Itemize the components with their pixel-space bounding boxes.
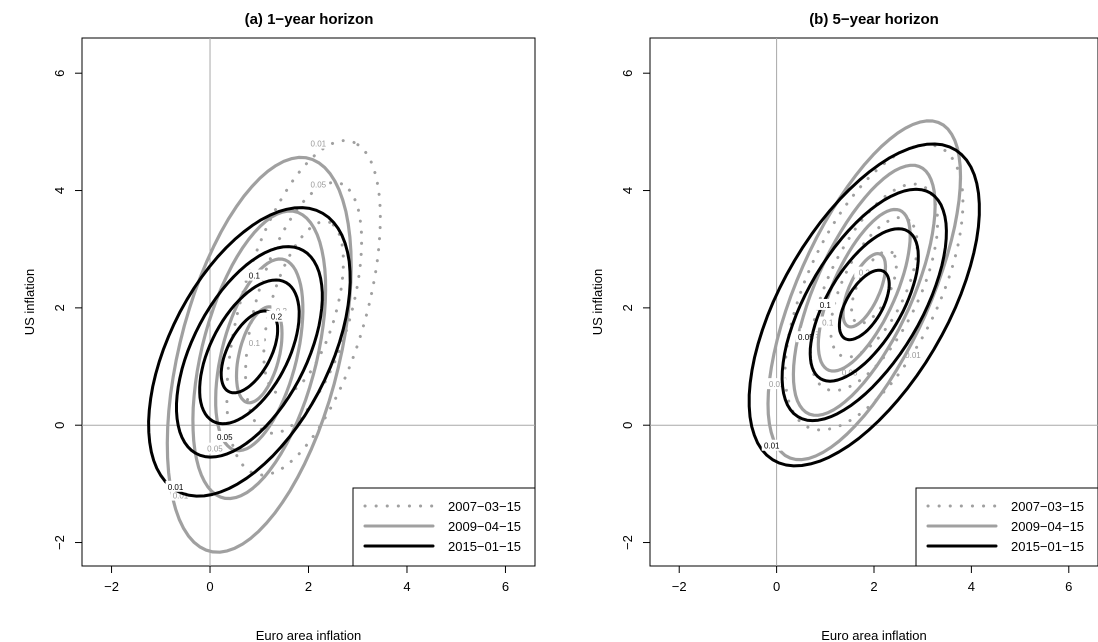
contour-series-2015−01−15: 0.01 0.05 0.1 bbox=[747, 142, 981, 468]
contour-line bbox=[816, 207, 912, 373]
y-tick-label: 0 bbox=[52, 422, 67, 429]
contour-label-bg bbox=[308, 137, 329, 149]
y-tick-label: 0 bbox=[620, 422, 635, 429]
x-tick-label: −2 bbox=[672, 579, 687, 594]
x-tick-label: 4 bbox=[403, 579, 410, 594]
contour-label-bg bbox=[308, 178, 329, 190]
y-tick-label: 6 bbox=[620, 70, 635, 77]
contour-line bbox=[191, 209, 328, 501]
legend-label: 2007−03−15 bbox=[448, 499, 521, 514]
contour-line bbox=[841, 252, 888, 329]
contour-label-bg bbox=[839, 366, 860, 378]
contour-label-bg bbox=[204, 442, 225, 454]
contour-label: 0.2 bbox=[271, 313, 283, 322]
y-tick-label: 4 bbox=[620, 187, 635, 194]
contour-line bbox=[244, 180, 364, 435]
contour-label-bg bbox=[766, 378, 787, 390]
contour-line bbox=[234, 305, 284, 405]
contour-label-bg bbox=[854, 266, 875, 278]
contour-line bbox=[747, 142, 981, 468]
contour-series-2009−04−15: 0.01 0.05 0.1 0.2 bbox=[766, 119, 963, 462]
contour-label-bg bbox=[244, 269, 265, 281]
x-tick-label: 2 bbox=[870, 579, 877, 594]
contour-line bbox=[175, 245, 324, 459]
contour-label-bg bbox=[266, 310, 287, 322]
panel-5-year-horizon: (b) 5−year horizon −2 0 2 4 6 −2 0 2 4 6 Euro area … bbox=[590, 11, 1098, 642]
contour-label: 0.01 bbox=[311, 140, 327, 149]
contour-line bbox=[850, 249, 898, 325]
contour-series-2015−01−15: 0.01 0.05 0.1 0.2 bbox=[147, 206, 352, 498]
contour-label-bg bbox=[902, 348, 923, 360]
legend: 2007−03−15 2009−04−15 2015−01−15 bbox=[915, 487, 1098, 567]
legend-label: 2007−03−15 bbox=[1011, 499, 1084, 514]
x-axis-label: Euro area inflation bbox=[256, 628, 362, 642]
x-axis-label: Euro area inflation bbox=[821, 628, 927, 642]
contour-label: 0.01 bbox=[168, 483, 184, 492]
contour-line bbox=[766, 119, 963, 462]
contour-label-bg bbox=[815, 298, 836, 310]
contour-line bbox=[165, 155, 353, 554]
y-tick-label: 2 bbox=[620, 304, 635, 311]
contour-label-bg bbox=[271, 304, 292, 316]
contour-label: 0.01 bbox=[769, 380, 785, 389]
contour-series-2009−04−15: 0.01 0.05 0.1 0.2 bbox=[165, 155, 353, 554]
x-tick-label: 2 bbox=[305, 579, 312, 594]
x-tick-label: 0 bbox=[206, 579, 213, 594]
y-tick-label: −2 bbox=[52, 535, 67, 550]
panel-1-year-horizon: (a) 1−year horizon −2 0 2 4 6 −2 0 2 4 6 Euro area … bbox=[22, 11, 536, 642]
plot-frame bbox=[81, 37, 536, 567]
contour-label: 0.1 bbox=[820, 301, 832, 310]
contour-line bbox=[780, 187, 948, 423]
contour-label: 0.05 bbox=[798, 333, 814, 342]
x-tick-label: 4 bbox=[968, 579, 975, 594]
legend-label: 2009−04−15 bbox=[1011, 519, 1084, 534]
y-tick-label: 6 bbox=[52, 70, 67, 77]
contour-label: 0.05 bbox=[311, 181, 327, 190]
contour-label-bg bbox=[795, 331, 816, 343]
legend-label: 2015−01−15 bbox=[1011, 539, 1084, 554]
contour-label: 0.01 bbox=[905, 351, 921, 360]
y-tick-label: 2 bbox=[52, 304, 67, 311]
contour-label-bg bbox=[244, 337, 265, 349]
contour-label-bg bbox=[170, 489, 191, 501]
x-tick-label: −2 bbox=[104, 579, 119, 594]
contour-line bbox=[198, 278, 301, 426]
contour-line bbox=[837, 268, 891, 342]
x-tick-label: 6 bbox=[1065, 579, 1072, 594]
x-tick-label: 6 bbox=[502, 579, 509, 594]
contour-label-bg bbox=[817, 316, 838, 328]
contour-layer: 0.010.050.010.050.10.20.010.050.10.2 bbox=[147, 137, 382, 554]
contour-label: 0.1 bbox=[249, 339, 261, 348]
contour-series-2007−03−15: 0.01 0.05 bbox=[225, 137, 382, 477]
contour-label-bg bbox=[761, 439, 782, 451]
contour-line bbox=[791, 163, 937, 417]
chart-title: (a) 1−year horizon bbox=[245, 11, 374, 28]
contour-label: 0.05 bbox=[207, 445, 223, 454]
contour-label-bg bbox=[214, 430, 235, 442]
contour-label: 0.1 bbox=[822, 319, 834, 328]
contour-label: 0.1 bbox=[249, 272, 261, 281]
y-tick-label: 4 bbox=[52, 187, 67, 194]
legend-label: 2009−04−15 bbox=[448, 519, 521, 534]
contour-label: 0.01 bbox=[764, 442, 780, 451]
contour-label-bg bbox=[165, 480, 186, 492]
legend-label: 2015−01−15 bbox=[448, 539, 521, 554]
contour-line bbox=[219, 309, 280, 395]
y-tick-label: −2 bbox=[620, 535, 635, 550]
y-axis-label: US inflation bbox=[590, 269, 605, 335]
contour-line bbox=[808, 227, 920, 383]
y-axis-label: US inflation bbox=[22, 269, 37, 335]
contour-label: 0.01 bbox=[173, 492, 189, 501]
contour-layer: 0.01 0.050.01 0.05 0.1 0.20.01 0.05 0.1 bbox=[747, 119, 981, 468]
legend: 2007−03−15 2009−04−15 2015−01−15 bbox=[352, 487, 536, 567]
x-tick-label: 0 bbox=[773, 579, 780, 594]
contour-label: 0.05 bbox=[217, 433, 233, 442]
chart-title: (b) 5−year horizon bbox=[809, 11, 939, 28]
contour-line bbox=[829, 216, 919, 359]
contour-label: 0.2 bbox=[859, 269, 871, 278]
